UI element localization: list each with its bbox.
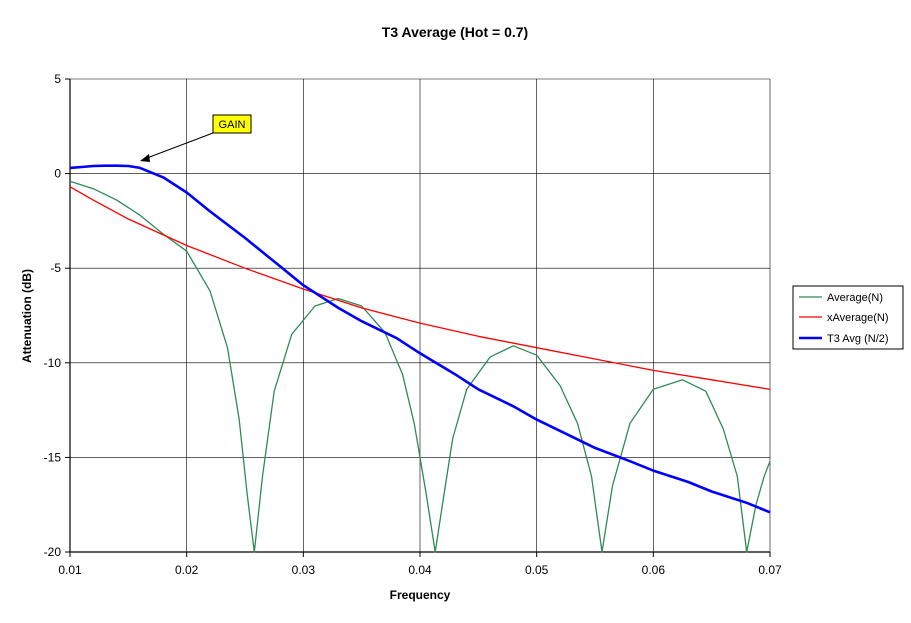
x-tick-label: 0.04 [408,563,432,577]
x-axis-title: Frequency [390,588,451,602]
callout-arrow-head [140,154,150,162]
chart-title: T3 Average (Hot = 0.7) [382,24,528,40]
callout-label: GAIN [219,119,246,131]
callout-arrow-line [146,132,214,159]
gain-callout: GAIN [140,114,252,162]
x-tick-label: 0.03 [292,563,316,577]
axes [65,78,771,557]
y-tick-label: -5 [50,261,61,275]
x-tick-label: 0.06 [642,563,666,577]
legend-label-xaverage: xAverage(N) [827,312,889,324]
callout-box [212,114,252,134]
y-tick-labels: 5 0 -5 -10 -15 -20 [44,72,62,559]
y-tick-label: -20 [44,545,62,559]
grid [69,78,771,553]
x-tick-label: 0.05 [525,563,549,577]
legend-label-t3avg: T3 Avg (N/2) [827,333,889,345]
x-tick-label: 0.07 [758,563,782,577]
y-tick-label: -10 [44,356,62,370]
legend-label-average: Average(N) [827,292,883,304]
series-line-xaverage [69,186,771,390]
x-tick-label: 0.02 [175,563,199,577]
y-tick-label: -15 [44,450,62,464]
series-group [69,164,771,553]
series-line-average [69,180,771,553]
legend: Average(N) xAverage(N) T3 Avg (N/2) [792,285,904,350]
x-tick-label: 0.01 [58,563,82,577]
y-axis-title: Attenuation (dB) [20,269,34,363]
y-tick-label: 0 [54,167,61,181]
y-tick-label: 5 [54,72,61,86]
series-line-t3avg [69,164,771,514]
x-tick-labels: 0.01 0.02 0.03 0.04 0.05 0.06 0.07 [58,563,782,577]
